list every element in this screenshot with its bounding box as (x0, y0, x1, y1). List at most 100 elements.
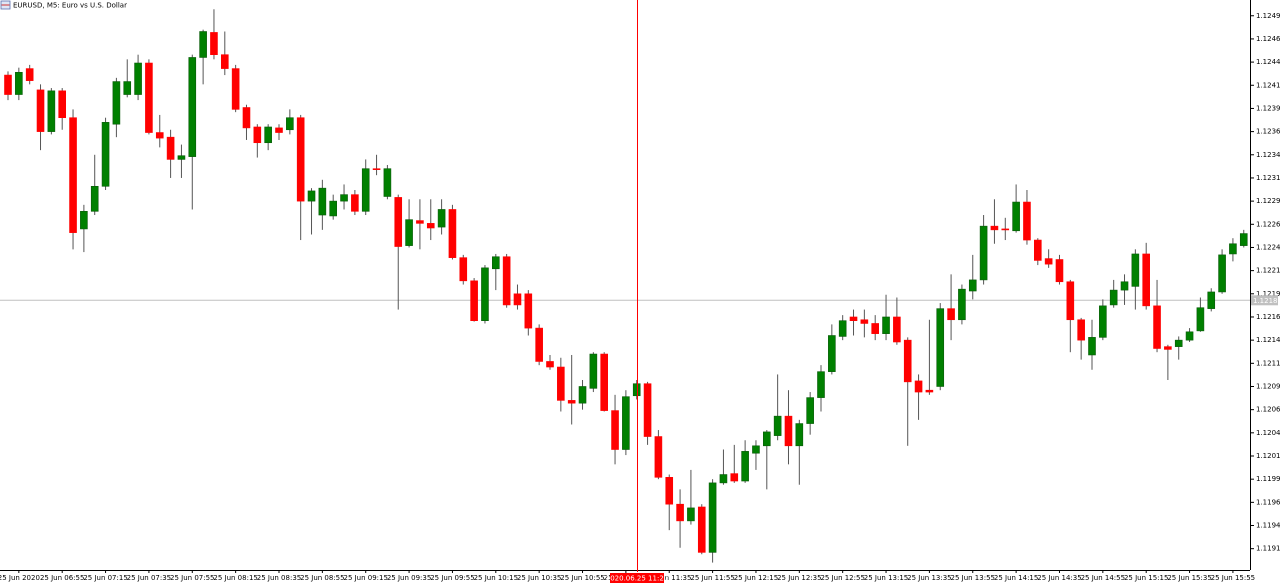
candle-body (1239, 233, 1248, 246)
candle-body (611, 410, 619, 450)
y-tick-label: 1.12290 (1256, 197, 1280, 205)
x-tick-label: 25 Jun 07:55 (170, 574, 214, 582)
candle-body (1142, 253, 1150, 307)
x-tick-label: 25 Jun 14:55 (1081, 574, 1125, 582)
x-tick-label: 25 Jun 15:15 (1124, 574, 1168, 582)
candle-body (416, 220, 424, 224)
x-tick-label: 25 Jun 15:55 (1211, 574, 1255, 582)
candle-body (784, 415, 793, 447)
y-tick-label: 1.12190 (1256, 290, 1280, 298)
candle-body (893, 316, 901, 343)
y-tick-label: 1.12415 (1256, 81, 1280, 89)
candle-body (697, 506, 706, 553)
candle-body (513, 293, 522, 306)
bid-label: 1.12183 (1253, 297, 1280, 305)
candle-body (524, 293, 533, 329)
x-tick-label: 25 Jun 09:35 (387, 574, 431, 582)
candle-body (242, 107, 251, 129)
candle-body (199, 31, 207, 58)
candle-body (1164, 346, 1172, 350)
candle-body (394, 197, 403, 247)
x-tick-label: 25 Jun 08:35 (257, 574, 301, 582)
candle-body (654, 436, 663, 478)
candle-body (795, 423, 804, 447)
candle-body (318, 187, 327, 216)
candle-body (1088, 337, 1096, 356)
y-tick-label: 1.12440 (1256, 58, 1280, 66)
candle-body (1218, 254, 1226, 293)
candle-body (828, 335, 836, 372)
y-tick-label: 1.11965 (1256, 498, 1280, 506)
candle-body (1131, 253, 1140, 287)
x-tick-label: 25 Jun 09:55 (430, 574, 474, 582)
x-tick-label: 25 Jun 07:15 (83, 574, 127, 582)
candle-body (665, 477, 674, 505)
candle-body (990, 225, 999, 231)
y-tick-label: 1.12015 (1256, 452, 1280, 460)
candle-body (1120, 281, 1129, 291)
candle-body (882, 316, 890, 334)
candle-body (210, 32, 218, 55)
y-tick-label: 1.12490 (1256, 12, 1280, 20)
candle-body (145, 62, 153, 133)
candle-body (340, 194, 348, 202)
candle-body (1055, 259, 1064, 283)
candle-body (264, 126, 272, 144)
candle-body (1001, 228, 1010, 231)
candle-body (936, 308, 945, 387)
candle-body (676, 503, 684, 522)
candle-body (275, 127, 283, 133)
y-tick-label: 1.12340 (1256, 151, 1280, 159)
candle-body (567, 400, 576, 404)
candle-body (1174, 339, 1183, 347)
candle-body (708, 482, 717, 553)
crosshair-label: 2020.06.25 11:20 (606, 575, 668, 583)
candle-body (1066, 281, 1075, 321)
candle-body (361, 168, 370, 212)
y-tick-label: 1.12215 (1256, 267, 1280, 275)
candle-body (860, 319, 869, 324)
candle-body (719, 474, 728, 484)
candle-body (481, 267, 489, 321)
candle-body (1077, 319, 1085, 341)
candle-body (925, 389, 934, 393)
candle-body (817, 371, 825, 398)
x-tick-label: 25 Jun 09:15 (343, 574, 387, 582)
candle-body (632, 383, 641, 397)
candle-body (622, 396, 630, 450)
candle-body (459, 257, 468, 282)
x-tick-label: 25 Jun 13:55 (951, 574, 995, 582)
candles (4, 9, 1248, 563)
candle-body (1185, 331, 1194, 341)
x-tick-label: 25 Jun 08:15 (213, 574, 257, 582)
candle-body (979, 225, 988, 281)
candle-body (1153, 305, 1161, 349)
candle-body (643, 383, 652, 437)
candle-body (307, 190, 316, 202)
candle-body (491, 256, 500, 270)
candle-body (578, 386, 587, 404)
candle-body (112, 81, 121, 125)
x-tick-label: 25 Jun 13:35 (907, 574, 951, 582)
candle-body (405, 219, 413, 246)
x-tick-label: 25 Jun 06:55 (40, 574, 84, 582)
candle-body (968, 279, 977, 292)
candle-body (762, 431, 771, 447)
candle-body (437, 209, 446, 228)
candle-body (101, 122, 110, 187)
candle-body (849, 316, 858, 321)
y-tick-label: 1.12315 (1256, 174, 1280, 182)
candle-body (58, 90, 67, 119)
x-tick-label: 25 Jun 12:35 (777, 574, 821, 582)
candle-body (741, 451, 749, 482)
x-tick-label: 25 Jun 11:55 (690, 574, 734, 582)
candle-body (838, 320, 847, 337)
candle-body (502, 256, 511, 306)
candle-body (4, 74, 12, 95)
x-tick-label: 25 Jun 12:15 (734, 574, 778, 582)
y-tick-label: 1.12040 (1256, 429, 1280, 437)
candle-body (1229, 243, 1237, 255)
x-tick-label: 25 Jun 15:35 (1167, 574, 1211, 582)
candle-body (80, 211, 88, 230)
